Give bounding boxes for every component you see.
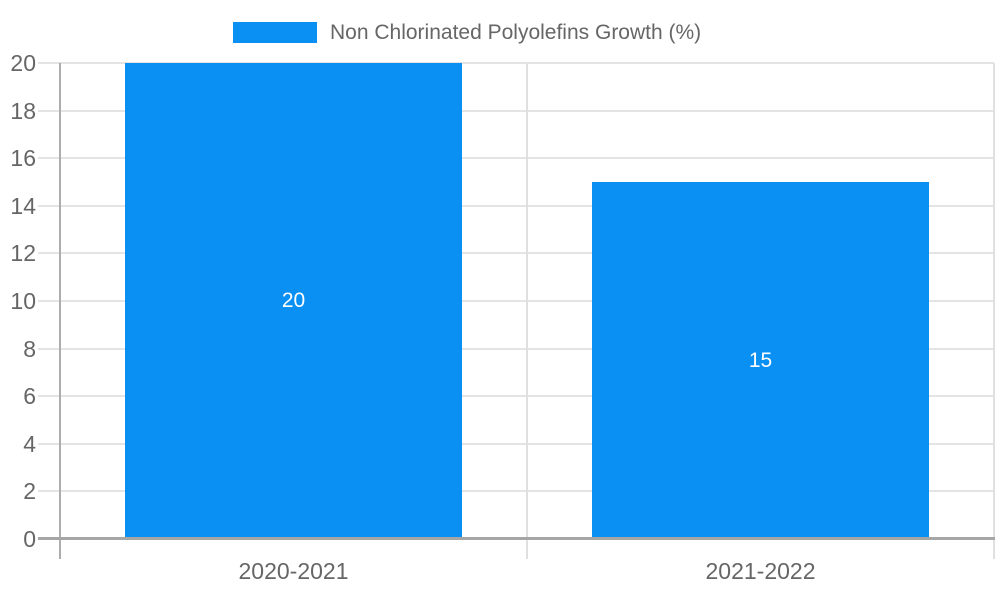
column-separator [993,63,995,559]
y-gridline [38,395,994,398]
plot-area: 0 2 4 6 8 10 12 14 16 18 20 20 15 2020-2021 2021-2022 [10,50,995,584]
y-gridline [38,300,994,302]
y-gridline [38,347,994,350]
y-tick-label: 8 [23,335,36,362]
y-tick-label: 16 [10,145,36,172]
x-tick-label: 2021-2022 [705,558,816,584]
y-gridline [38,109,994,112]
bar-value-label: 15 [748,348,773,372]
y-tick-label: 18 [10,97,36,124]
y-tick-label: 6 [23,383,36,410]
legend-swatch [233,22,317,43]
bar [125,63,462,539]
y-tick-label: 4 [23,430,36,457]
y-tick-label: 20 [10,50,36,76]
x-axis-line [38,537,995,540]
y-gridline [38,157,994,160]
y-gridline [38,62,994,64]
y-gridline [38,252,994,255]
y-tick-label: 10 [10,288,36,314]
bar [592,182,929,539]
y-tick-label: 2 [23,478,36,505]
y-gridline [38,442,994,445]
x-tick-label: 2020-2021 [238,558,349,584]
y-tick-label: 12 [10,240,36,267]
y-tick-label: 14 [10,192,36,219]
y-gridline [38,490,994,493]
y-axis-line [59,63,61,559]
legend: Non Chlorinated Polyolefins Growth (%) [233,20,702,44]
y-tick-label: 0 [23,526,36,552]
legend-label: Non Chlorinated Polyolefins Growth (%) [330,20,702,44]
column-separator [526,63,528,559]
bar-value-label: 20 [281,289,306,312]
y-gridline [38,204,994,207]
